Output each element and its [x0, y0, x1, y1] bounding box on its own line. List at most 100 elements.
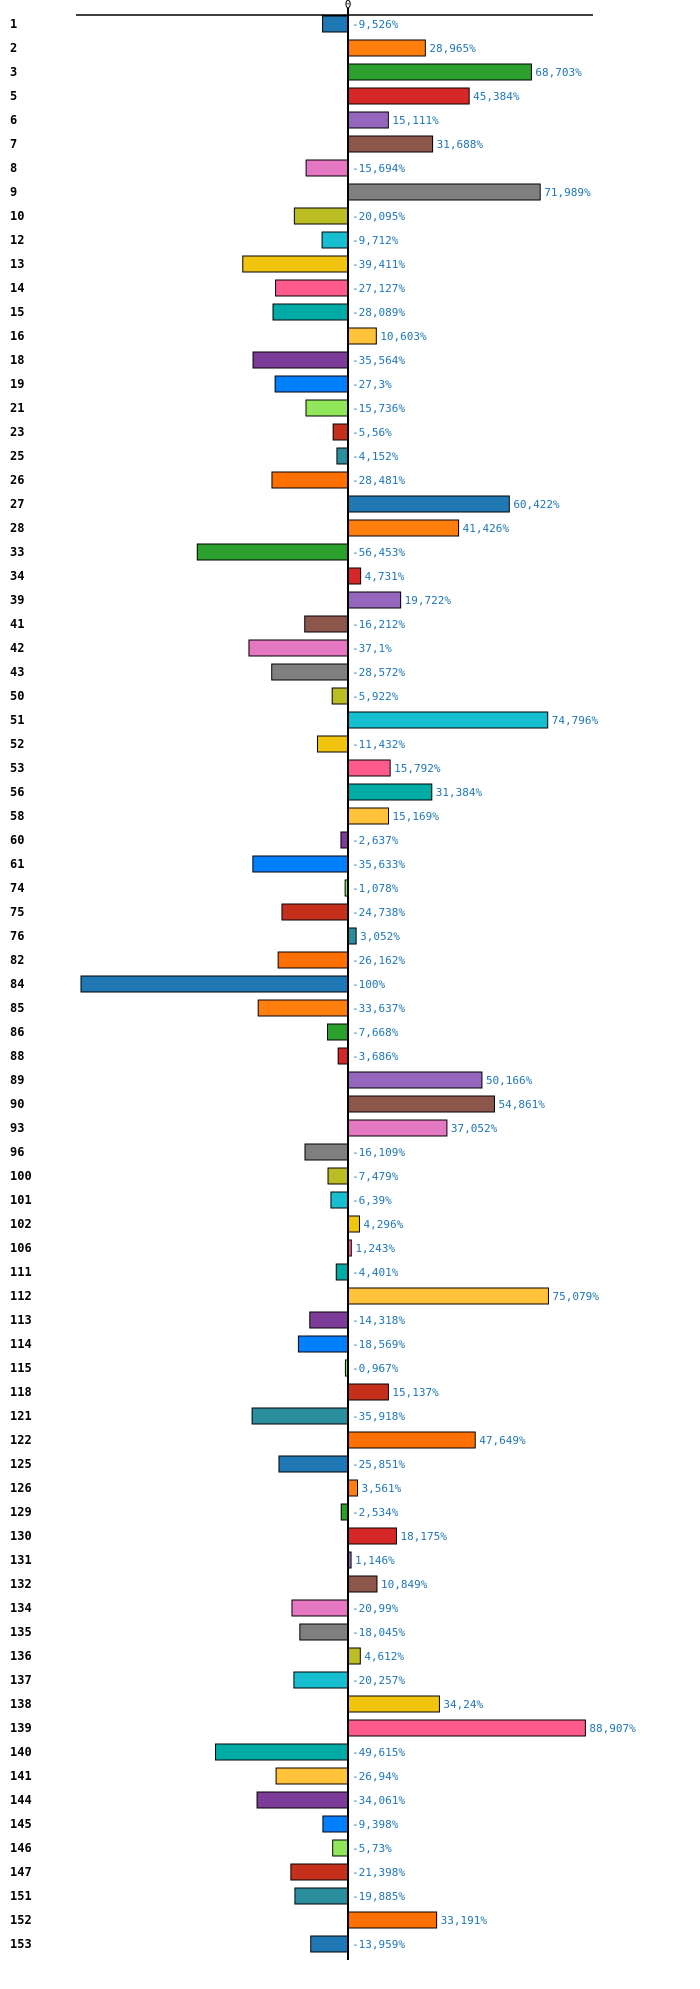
value-label-111: -4,401%: [352, 1266, 399, 1279]
value-label-41: -16,212%: [352, 618, 405, 631]
category-label-76: 76: [10, 929, 24, 943]
category-label-125: 125: [10, 1457, 32, 1471]
bar-8: [305, 159, 349, 177]
value-label-121: -35,918%: [352, 1410, 405, 1423]
category-label-131: 131: [10, 1553, 32, 1567]
value-label-131: 1,146%: [355, 1554, 395, 1567]
category-label-8: 8: [10, 161, 17, 175]
bar-137: [293, 1671, 349, 1689]
value-label-25: -4,152%: [352, 450, 399, 463]
bar-151: [294, 1887, 349, 1905]
value-label-27: 60,422%: [513, 498, 560, 511]
value-label-82: -26,162%: [352, 954, 405, 967]
bar-118: [347, 1383, 389, 1401]
value-label-137: -20,257%: [352, 1674, 405, 1687]
bar-153: [310, 1935, 349, 1953]
value-label-144: -34,061%: [352, 1794, 405, 1807]
bar-89: [347, 1071, 483, 1089]
value-label-23: -5,56%: [352, 426, 392, 439]
value-label-3: 68,703%: [535, 66, 582, 79]
value-label-126: 3,561%: [362, 1482, 402, 1495]
bar-113: [309, 1311, 349, 1329]
value-label-18: -35,564%: [352, 354, 405, 367]
bars-layer: [80, 15, 586, 1953]
value-label-16: 10,603%: [380, 330, 427, 343]
bar-28: [347, 519, 460, 537]
category-label-41: 41: [10, 617, 24, 631]
category-label-60: 60: [10, 833, 24, 847]
bar-112: [347, 1287, 549, 1305]
value-label-21: -15,736%: [352, 402, 405, 415]
value-label-132: 10,849%: [381, 1578, 428, 1591]
category-label-135: 135: [10, 1625, 32, 1639]
bar-152: [347, 1911, 438, 1929]
value-label-106: 1,243%: [355, 1242, 395, 1255]
bar-82: [277, 951, 349, 969]
category-label-3: 3: [10, 65, 17, 79]
bar-96: [304, 1143, 349, 1161]
value-label-7: 31,688%: [437, 138, 484, 151]
category-label-2: 2: [10, 41, 17, 55]
bar-5: [347, 87, 470, 105]
value-label-151: -19,885%: [352, 1890, 405, 1903]
category-label-10: 10: [10, 209, 24, 223]
category-label-90: 90: [10, 1097, 24, 1111]
value-label-135: -18,045%: [352, 1626, 405, 1639]
value-label-125: -25,851%: [352, 1458, 405, 1471]
bar-84: [80, 975, 349, 993]
value-label-56: 31,384%: [436, 786, 483, 799]
bar-121: [251, 1407, 349, 1425]
value-label-114: -18,569%: [352, 1338, 405, 1351]
bar-138: [347, 1695, 440, 1713]
bar-15: [272, 303, 349, 321]
category-label-61: 61: [10, 857, 24, 871]
bar-139: [347, 1719, 586, 1737]
value-label-141: -26,94%: [352, 1770, 399, 1783]
category-label-122: 122: [10, 1433, 32, 1447]
category-label-121: 121: [10, 1409, 32, 1423]
value-label-75: -24,738%: [352, 906, 405, 919]
category-label-56: 56: [10, 785, 24, 799]
value-label-90: 54,861%: [498, 1098, 545, 1111]
bar-9: [347, 183, 541, 201]
bar-144: [256, 1791, 349, 1809]
category-label-84: 84: [10, 977, 24, 991]
category-label-146: 146: [10, 1841, 32, 1855]
category-label-100: 100: [10, 1169, 32, 1183]
value-label-147: -21,398%: [352, 1866, 405, 1879]
bar-13: [242, 255, 349, 273]
bar-41: [304, 615, 349, 633]
bar-122: [347, 1431, 476, 1449]
category-label-102: 102: [10, 1217, 32, 1231]
value-label-26: -28,481%: [352, 474, 405, 487]
bar-43: [271, 663, 349, 681]
value-label-139: 88,907%: [589, 1722, 636, 1735]
value-label-1: -9,526%: [352, 18, 399, 31]
category-label-74: 74: [10, 881, 24, 895]
bar-76: [347, 927, 357, 945]
category-label-136: 136: [10, 1649, 32, 1663]
bar-25: [336, 447, 349, 465]
category-label-12: 12: [10, 233, 24, 247]
bar-100: [327, 1167, 349, 1185]
value-label-152: 33,191%: [441, 1914, 488, 1927]
bar-53: [347, 759, 391, 777]
category-label-7: 7: [10, 137, 17, 151]
value-label-51: 74,796%: [552, 714, 599, 727]
value-label-129: -2,534%: [352, 1506, 399, 1519]
category-label-1: 1: [10, 17, 17, 31]
value-label-60: -2,637%: [352, 834, 399, 847]
category-label-111: 111: [10, 1265, 32, 1279]
bar-147: [290, 1863, 349, 1881]
bar-51: [347, 711, 549, 729]
value-label-134: -20,99%: [352, 1602, 399, 1615]
category-label-21: 21: [10, 401, 24, 415]
bar-56: [347, 783, 433, 801]
zero-tick-label: 0: [345, 0, 352, 11]
category-label-151: 151: [10, 1889, 32, 1903]
bar-21: [305, 399, 349, 417]
category-label-152: 152: [10, 1913, 32, 1927]
bar-134: [291, 1599, 349, 1617]
bar-6: [347, 111, 389, 129]
value-label-112: 75,079%: [552, 1290, 599, 1303]
